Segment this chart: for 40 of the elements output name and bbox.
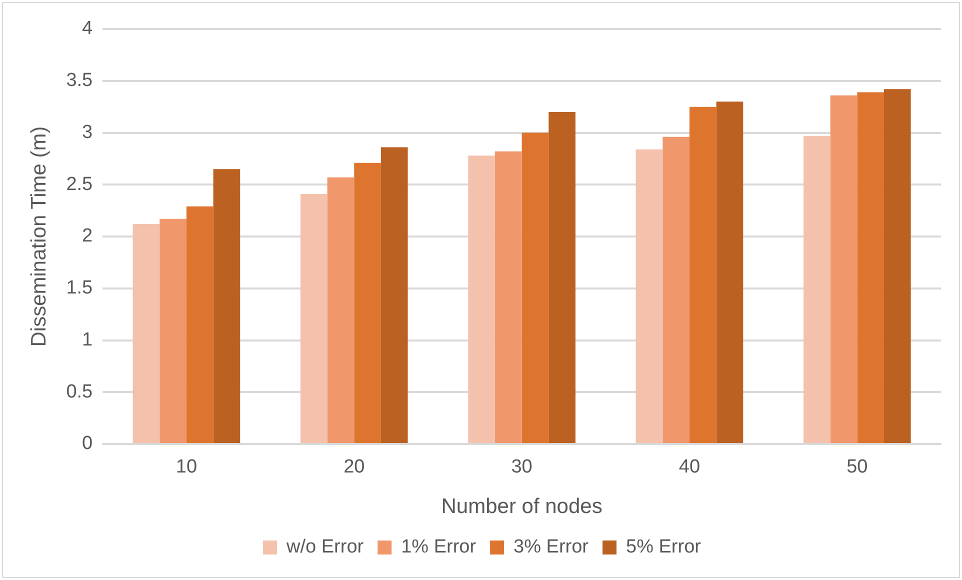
bar: [830, 95, 858, 443]
bar: [354, 162, 381, 443]
bar: [213, 169, 240, 443]
bar: [494, 151, 522, 443]
y-tick-label: 0: [82, 433, 93, 454]
bar: [160, 218, 186, 443]
bar: [468, 156, 495, 443]
y-tick-label: 2.5: [66, 174, 93, 195]
legend-label: w/o Error: [286, 536, 364, 558]
x-tick-label: 30: [511, 456, 532, 478]
bar: [132, 224, 160, 443]
bar: [380, 147, 408, 443]
y-axis-title: Dissemination Time (m): [27, 126, 50, 347]
bar: [327, 177, 354, 443]
legend-label: 5% Error: [626, 536, 702, 558]
x-axis-title: Number of nodes: [441, 495, 602, 518]
bar: [300, 194, 328, 443]
bar: [716, 102, 744, 443]
y-tick-label: 3.5: [66, 70, 93, 92]
legend-label: 1% Error: [401, 536, 477, 558]
y-tick-label: 0.5: [66, 381, 93, 402]
bar: [689, 106, 716, 443]
bar: [548, 112, 576, 443]
bar: [636, 149, 663, 443]
x-tick-label: 20: [344, 456, 365, 478]
bar: [884, 89, 911, 443]
y-tick-label: 3: [82, 122, 93, 143]
bar: [857, 92, 884, 443]
x-tick-label: 10: [176, 456, 198, 478]
bar: [186, 206, 214, 443]
y-tick-label: 1: [82, 329, 93, 350]
x-tick-label: 50: [846, 456, 868, 478]
y-tick-label: 1.5: [66, 278, 93, 299]
bar: [662, 136, 690, 443]
y-tick-label: 4: [82, 18, 94, 40]
x-tick-label: 40: [678, 456, 700, 478]
y-tick-label: 2: [82, 226, 93, 247]
bar: [804, 136, 830, 443]
bar: [522, 132, 549, 443]
legend-label: 3% Error: [514, 536, 590, 558]
